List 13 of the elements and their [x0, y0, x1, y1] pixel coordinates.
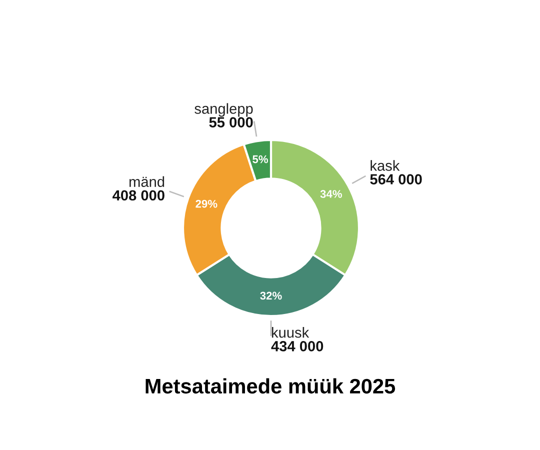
text: 55 000	[209, 117, 253, 128]
slice-label: kuusk	[272, 327, 310, 338]
slice-label: kask	[370, 160, 400, 171]
slice-label: mänd	[130, 176, 164, 187]
data-label: 32%	[260, 292, 282, 300]
slice-label: sanglepp	[194, 103, 253, 117]
data-label: 34%	[320, 190, 342, 198]
data-label: 29%	[196, 200, 218, 208]
text: 434 000	[271, 341, 324, 352]
text: Metsataimede müük 2025	[146, 378, 396, 394]
text: 408 000	[112, 190, 164, 201]
text: 564 000	[370, 174, 422, 184]
data-label: 5%	[252, 155, 268, 164]
